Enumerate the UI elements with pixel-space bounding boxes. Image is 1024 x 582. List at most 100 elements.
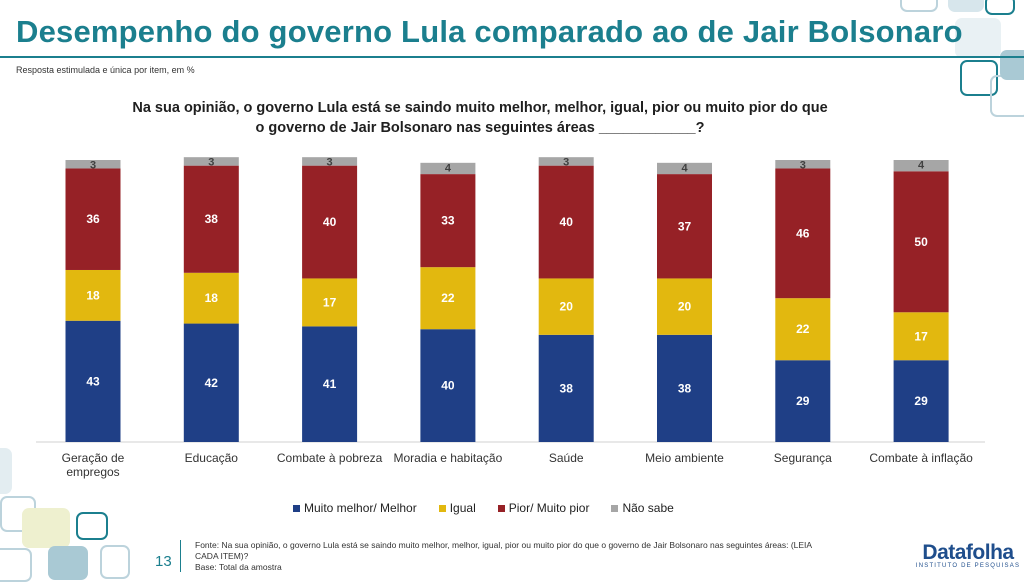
legend-label: Muito melhor/ Melhor — [304, 501, 417, 515]
legend-item: Não sabe — [611, 501, 674, 515]
legend-item: Igual — [438, 501, 476, 515]
bar-segment-saude-nao-sabe — [538, 157, 594, 166]
legend-label: Não sabe — [622, 501, 674, 515]
bar-segment-educacao-nao-sabe — [183, 157, 239, 166]
chart-legend: Muito melhor/ Melhor Igual Pior/ Muito p… — [293, 501, 674, 515]
data-label-moradia-e-habitacao-muito-melhor-melhor: 40 — [441, 379, 455, 393]
bar-segment-combate-a-inflacao-nao-sabe — [893, 160, 949, 172]
bar-segment-meio-ambiente-muito-melhor-melhor — [657, 334, 712, 442]
datafolha-logo: Datafolha INSTITUTO DE PESQUISAS — [914, 541, 1022, 569]
legend-item: Pior/ Muito pior — [497, 501, 590, 515]
data-label-meio-ambiente-pior-muito-pior: 37 — [678, 219, 692, 233]
bar-segment-seguranca-igual — [775, 298, 831, 361]
bar-segment-seguranca-pior-muito-pior — [775, 168, 831, 299]
bar-segment-saude-muito-melhor-melhor — [538, 334, 594, 442]
legend-swatch-igual — [438, 504, 446, 512]
data-label-geracao-de-empregos-nao-sabe: 3 — [90, 160, 96, 172]
bar-segment-geracao-de-empregos-muito-melhor-melhor — [65, 320, 121, 442]
decorative-square — [100, 545, 130, 579]
source-note: Fonte: Na sua opinião, o governo Lula es… — [195, 540, 895, 573]
data-label-moradia-e-habitacao-igual: 22 — [441, 291, 455, 305]
data-label-combate-a-inflacao-muito-melhor-melhor: 29 — [914, 394, 928, 408]
data-label-saude-nao-sabe: 3 — [563, 157, 569, 169]
data-label-combate-a-pobreza-pior-muito-pior: 40 — [323, 215, 337, 229]
bar-segment-saude-igual — [538, 278, 594, 335]
category-label-combate-a-pobreza: Combate à pobreza — [277, 451, 383, 465]
bar-segment-geracao-de-empregos-pior-muito-pior — [65, 168, 121, 270]
bar-segment-combate-a-inflacao-muito-melhor-melhor — [893, 360, 949, 442]
source-line2: CADA ITEM)? — [195, 551, 249, 561]
category-label-geracao-de-empregos: empregos — [66, 465, 119, 479]
data-label-moradia-e-habitacao-pior-muito-pior: 33 — [441, 214, 455, 228]
bar-segment-combate-a-pobreza-igual — [302, 278, 358, 327]
bar-segment-moradia-e-habitacao-nao-sabe — [420, 162, 476, 175]
legend-label: Igual — [449, 501, 476, 515]
data-label-geracao-de-empregos-igual: 18 — [86, 288, 100, 302]
page-subtitle: Resposta estimulada e única por item, em… — [16, 65, 195, 75]
decorative-square — [0, 548, 32, 582]
bar-segment-educacao-muito-melhor-melhor — [183, 323, 239, 442]
bar-segment-educacao-igual — [183, 272, 239, 324]
bar-segment-seguranca-muito-melhor-melhor — [775, 360, 831, 442]
bar-segment-meio-ambiente-pior-muito-pior — [657, 174, 712, 279]
category-label-combate-a-inflacao: Combate à inflação — [869, 451, 973, 465]
decorative-square — [76, 512, 108, 540]
bar-segment-combate-a-pobreza-pior-muito-pior — [302, 165, 358, 279]
legend-label: Pior/ Muito pior — [508, 501, 590, 515]
decorative-square — [900, 0, 938, 12]
bar-segment-combate-a-inflacao-pior-muito-pior — [893, 171, 949, 313]
category-label-meio-ambiente: Meio ambiente — [645, 451, 724, 465]
decorative-square — [1000, 50, 1024, 80]
category-label-moradia-e-habitacao: Moradia e habitação — [394, 451, 503, 465]
data-label-geracao-de-empregos-muito-melhor-melhor: 43 — [86, 374, 100, 388]
data-label-meio-ambiente-muito-melhor-melhor: 38 — [678, 381, 692, 395]
data-label-seguranca-igual: 22 — [796, 322, 810, 336]
decorative-square — [0, 448, 12, 494]
data-label-meio-ambiente-nao-sabe: 4 — [681, 162, 688, 174]
survey-question-line2: o governo de Jair Bolsonaro nas seguinte… — [255, 120, 705, 136]
data-label-educacao-pior-muito-pior: 38 — [205, 212, 219, 226]
data-label-combate-a-inflacao-pior-muito-pior: 50 — [914, 235, 928, 249]
data-label-saude-muito-melhor-melhor: 38 — [560, 381, 574, 395]
bar-segment-combate-a-pobreza-muito-melhor-melhor — [302, 326, 358, 442]
data-label-saude-igual: 20 — [560, 300, 574, 314]
data-label-educacao-nao-sabe: 3 — [208, 157, 214, 169]
decorative-square — [960, 60, 998, 96]
bar-segment-saude-pior-muito-pior — [538, 165, 594, 279]
bar-segment-seguranca-nao-sabe — [775, 160, 831, 169]
legend-swatch-melhor — [293, 504, 300, 512]
brand-name: Datafolha — [922, 541, 1014, 564]
category-label-saude: Saúde — [549, 451, 584, 465]
bar-segment-educacao-pior-muito-pior — [183, 165, 239, 273]
decorative-square — [22, 508, 70, 548]
decorative-square — [985, 0, 1015, 15]
category-label-geracao-de-empregos: Geração de — [62, 451, 125, 465]
data-label-geracao-de-empregos-pior-muito-pior: 36 — [86, 212, 100, 226]
page-title: Desempenho do governo Lula comparado ao … — [16, 14, 963, 49]
data-label-moradia-e-habitacao-nao-sabe: 4 — [445, 162, 452, 174]
data-label-combate-a-pobreza-igual: 17 — [323, 295, 337, 309]
data-label-seguranca-muito-melhor-melhor: 29 — [796, 394, 810, 408]
bar-segment-combate-a-pobreza-nao-sabe — [302, 157, 358, 166]
footer-divider — [180, 540, 181, 572]
bar-segment-geracao-de-empregos-nao-sabe — [65, 160, 121, 169]
data-label-combate-a-pobreza-nao-sabe: 3 — [327, 157, 333, 169]
data-label-combate-a-pobreza-muito-melhor-melhor: 41 — [323, 377, 337, 391]
decorative-square — [948, 0, 984, 12]
category-label-seguranca: Segurança — [774, 451, 832, 465]
bar-segment-meio-ambiente-igual — [657, 278, 712, 335]
decorative-square — [955, 18, 1001, 58]
title-divider — [0, 56, 1024, 58]
data-label-seguranca-nao-sabe: 3 — [800, 160, 806, 172]
data-label-educacao-muito-melhor-melhor: 42 — [205, 376, 219, 390]
data-label-meio-ambiente-igual: 20 — [678, 300, 692, 314]
source-line1: Fonte: Na sua opinião, o governo Lula es… — [195, 540, 813, 550]
bar-segment-combate-a-inflacao-igual — [893, 312, 949, 361]
data-label-saude-pior-muito-pior: 40 — [560, 215, 574, 229]
category-label-educacao: Educação — [185, 451, 239, 465]
page-number: 13 — [155, 553, 172, 570]
legend-swatch-nao-sabe — [611, 504, 619, 512]
data-label-combate-a-inflacao-igual: 17 — [914, 329, 928, 343]
legend-swatch-pior — [497, 504, 505, 512]
